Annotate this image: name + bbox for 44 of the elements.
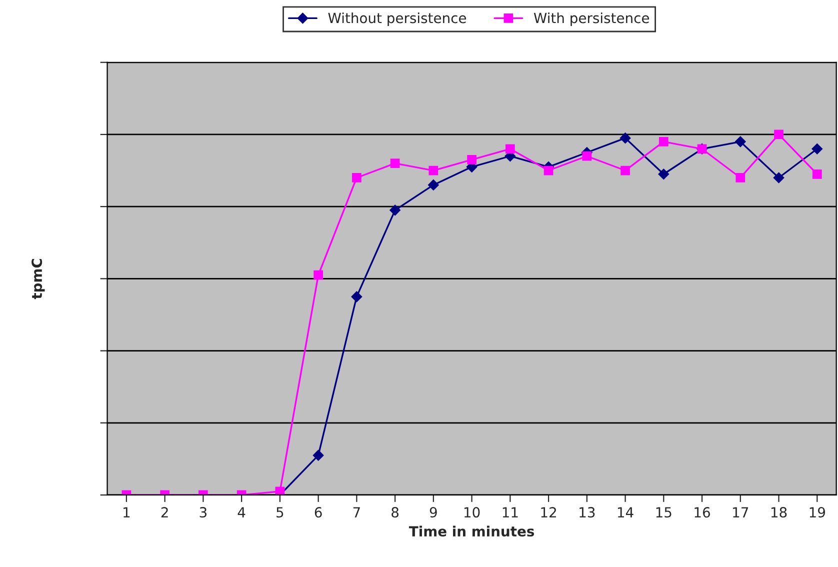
x-tick-label: 8 <box>392 507 399 518</box>
point <box>467 155 476 164</box>
point <box>658 168 670 180</box>
point <box>773 172 784 184</box>
x-tick-label: 13 <box>580 507 595 518</box>
point <box>736 173 746 182</box>
x-tick-label: 6 <box>314 507 322 518</box>
x-tick-label: 14 <box>618 507 634 518</box>
point <box>352 173 362 182</box>
x-tick-label: 1 <box>124 507 130 518</box>
point <box>774 130 784 140</box>
point <box>428 166 438 176</box>
point <box>734 136 746 148</box>
x-tick-label: 12 <box>541 507 556 518</box>
x-tick-label: 3 <box>200 507 206 518</box>
point <box>428 180 439 190</box>
point <box>582 151 592 161</box>
legend-label: Without persistence <box>328 12 466 26</box>
y-axis-title: tpmC <box>32 258 45 300</box>
point <box>620 166 630 176</box>
x-tick-label: 2 <box>161 507 168 518</box>
x-tick-label: 18 <box>771 507 787 518</box>
point <box>544 166 554 176</box>
x-tick-label: 15 <box>656 507 672 518</box>
point <box>658 136 668 146</box>
x-axis-title: Time in minutes <box>408 526 534 537</box>
point <box>812 143 823 154</box>
point <box>505 144 515 154</box>
point <box>314 270 323 280</box>
x-tick-label: 5 <box>276 507 284 518</box>
x-tick-label: 11 <box>502 507 518 518</box>
legend-label: With persistence <box>534 12 650 26</box>
x-tick-label: 9 <box>430 507 437 518</box>
x-tick-label: 4 <box>238 507 246 518</box>
point <box>620 132 631 144</box>
x-tick-label: 7 <box>353 507 360 518</box>
x-tick-label: 16 <box>694 507 710 518</box>
point <box>390 158 400 168</box>
x-tick-label: 17 <box>733 507 748 518</box>
x-tick-label: 10 <box>464 507 480 518</box>
x-tick-label: 19 <box>810 507 825 518</box>
point <box>812 169 822 179</box>
point <box>390 204 400 216</box>
point <box>351 291 362 302</box>
